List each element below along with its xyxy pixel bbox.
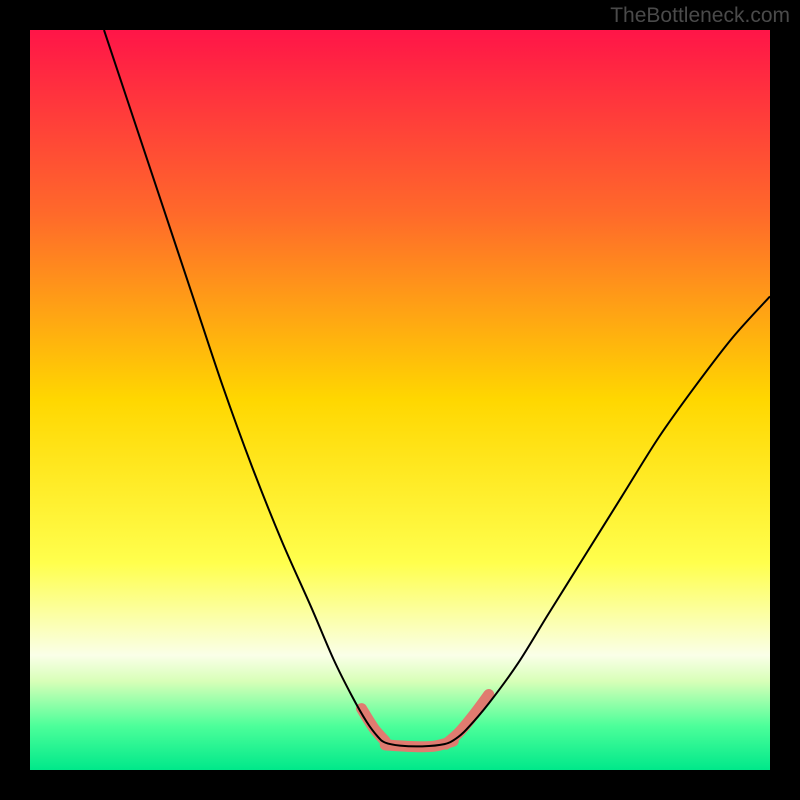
watermark-text: TheBottleneck.com (610, 4, 790, 28)
chart-plot-area (30, 30, 770, 770)
chart-svg (30, 30, 770, 770)
